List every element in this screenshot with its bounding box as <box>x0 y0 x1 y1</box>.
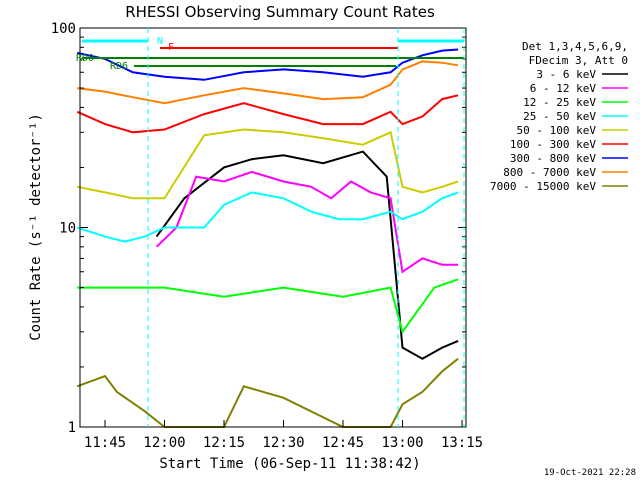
y-tick-label: 1 <box>68 420 76 436</box>
series-line-9 <box>76 357 459 428</box>
x-tick-label: 11:45 <box>84 435 126 451</box>
y-tick-label: 10 <box>59 221 76 237</box>
legend-label: 100 - 300 keV <box>510 138 596 151</box>
x-tick-label: 13:15 <box>441 435 483 451</box>
x-tick-label: 12:30 <box>262 435 304 451</box>
legend-label: 800 - 7000 keV <box>503 166 596 179</box>
x-tick-label: 12:45 <box>322 435 364 451</box>
flag-label-n: N <box>157 36 163 47</box>
flag-label-rd0: RD0 <box>76 53 94 64</box>
series-line-2 <box>155 170 459 274</box>
legend: Det 1,3,4,5,6,9, FDecim 3, Att 0 3 - 6 k… <box>490 40 628 193</box>
series-line-5 <box>77 128 459 200</box>
x-axis-label: Start Time (06-Sep-11 11:38:42) <box>159 456 420 472</box>
flag-label-f: F <box>168 42 174 53</box>
chart-title: RHESSI Observing Summary Count Rates <box>125 3 435 21</box>
series-line-6 <box>76 94 459 134</box>
legend-label: 300 - 800 keV <box>510 152 596 165</box>
series-line-7 <box>76 48 459 81</box>
flag-markers: NF RD0 RD6 <box>76 28 465 427</box>
legend-header-line-1: Det 1,3,4,5,6,9, <box>522 40 628 53</box>
series-line-1 <box>155 150 459 360</box>
series-line-4 <box>76 191 459 243</box>
x-tick-label: 13:00 <box>381 435 423 451</box>
legend-label: 3 - 6 keV <box>536 68 596 81</box>
x-tick-label: 12:00 <box>143 435 185 451</box>
plot-area <box>76 48 459 428</box>
series-line-8 <box>77 60 459 105</box>
legend-label: 12 - 25 keV <box>523 96 596 109</box>
y-axis-label: Count Rate (s⁻¹ detector⁻¹) <box>28 113 44 341</box>
series-line-3 <box>77 278 459 335</box>
legend-label: 6 - 12 keV <box>530 82 597 95</box>
legend-label: 7000 - 15000 keV <box>490 180 596 193</box>
date-stamp: 19-Oct-2021 22:28 <box>544 468 636 478</box>
legend-label: 25 - 50 keV <box>523 110 596 123</box>
legend-header-line-2: FDecim 3, Att 0 <box>529 54 628 67</box>
y-tick-label: 100 <box>51 21 76 37</box>
legend-label: 50 - 100 keV <box>517 124 597 137</box>
x-axis: 11:45 12:00 12:15 12:30 12:45 13:00 13:15 <box>84 420 483 451</box>
flag-label-rd6: RD6 <box>110 61 128 72</box>
y-axis: 1 10 100 <box>51 21 466 436</box>
x-tick-label: 12:15 <box>203 435 245 451</box>
